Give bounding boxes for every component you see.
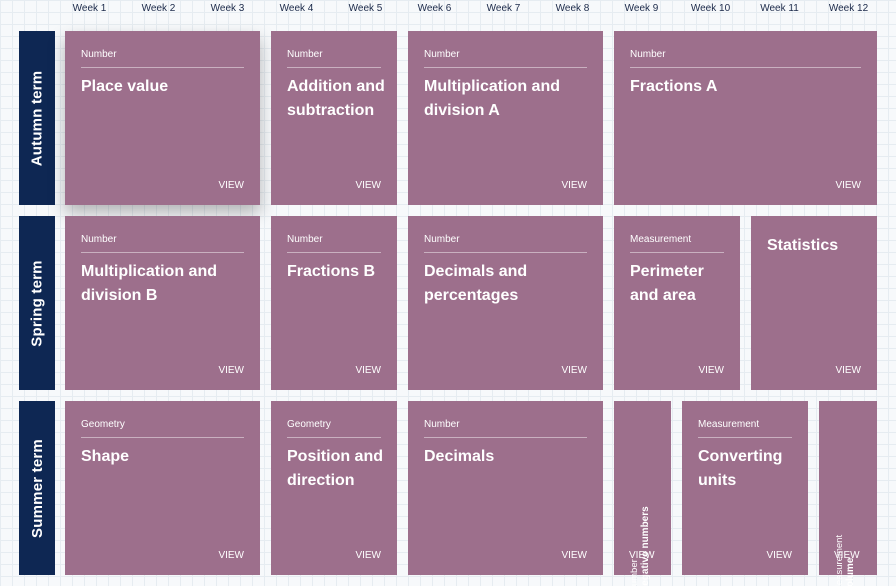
unit-title: Negative numbers bbox=[640, 506, 651, 586]
unit-card-multiplication-division-b[interactable]: Number Multiplication and division B VIE… bbox=[65, 216, 260, 390]
unit-category: Number bbox=[287, 49, 381, 68]
view-link[interactable]: VIEW bbox=[629, 550, 655, 561]
term-label-text: Spring term bbox=[28, 259, 46, 347]
week-label: Week 12 bbox=[828, 3, 869, 14]
unit-category: Measurement bbox=[630, 234, 724, 253]
unit-title: Addition and subtraction bbox=[287, 78, 385, 119]
view-link[interactable]: VIEW bbox=[561, 550, 587, 561]
unit-title: Volume bbox=[845, 557, 856, 586]
unit-card-addition-subtraction[interactable]: Number Addition and subtraction VIEW bbox=[271, 31, 397, 205]
unit-title: Position and direction bbox=[287, 448, 383, 489]
unit-card-decimals[interactable]: Number Decimals VIEW bbox=[408, 401, 603, 575]
unit-card-fractions-b[interactable]: Number Fractions B VIEW bbox=[271, 216, 397, 390]
week-label: Week 8 bbox=[555, 3, 590, 14]
unit-title: Multiplication and division A bbox=[424, 78, 560, 119]
unit-title: Decimals and percentages bbox=[424, 263, 528, 304]
unit-category: Number bbox=[424, 234, 587, 253]
week-label: Week 2 bbox=[141, 3, 176, 14]
unit-category: Geometry bbox=[287, 419, 381, 438]
unit-category: Number bbox=[287, 234, 381, 253]
unit-title: Statistics bbox=[767, 237, 839, 254]
unit-category: Number bbox=[81, 49, 244, 68]
view-link[interactable]: VIEW bbox=[835, 180, 861, 191]
unit-category: Number bbox=[629, 559, 640, 586]
unit-card-perimeter-area[interactable]: Measurement Perimeter and area VIEW bbox=[614, 216, 740, 390]
week-label: Week 3 bbox=[210, 3, 245, 14]
unit-title: Place value bbox=[81, 78, 169, 95]
term-label-summer: Summer term bbox=[19, 401, 55, 575]
week-label: Week 9 bbox=[624, 3, 659, 14]
unit-card-statistics[interactable]: Statistics VIEW bbox=[751, 216, 877, 390]
unit-category: Geometry bbox=[81, 419, 244, 438]
unit-category: Number bbox=[424, 419, 587, 438]
week-label: Week 10 bbox=[690, 3, 731, 14]
term-label-spring: Spring term bbox=[19, 216, 55, 390]
unit-card-volume[interactable]: Measurement Volume VIEW bbox=[819, 401, 877, 586]
week-label: Week 7 bbox=[486, 3, 521, 14]
view-link[interactable]: VIEW bbox=[355, 550, 381, 561]
unit-category: Measurement bbox=[698, 419, 792, 438]
view-link[interactable]: VIEW bbox=[355, 365, 381, 376]
view-link[interactable]: VIEW bbox=[218, 365, 244, 376]
week-label: Week 6 bbox=[417, 3, 452, 14]
view-link[interactable]: VIEW bbox=[218, 550, 244, 561]
view-link[interactable]: VIEW bbox=[561, 180, 587, 191]
view-link[interactable]: VIEW bbox=[355, 180, 381, 191]
unit-category: Number bbox=[81, 234, 244, 253]
vertical-label: Number Negative numbers bbox=[629, 449, 657, 586]
view-link[interactable]: VIEW bbox=[834, 550, 860, 561]
unit-card-position-direction[interactable]: Geometry Position and direction VIEW bbox=[271, 401, 397, 575]
view-link[interactable]: VIEW bbox=[698, 365, 724, 376]
unit-title: Shape bbox=[81, 448, 130, 465]
term-label-autumn: Autumn term bbox=[19, 31, 55, 205]
unit-title: Converting units bbox=[698, 448, 783, 489]
vertical-label: Measurement Volume bbox=[834, 449, 862, 586]
view-link[interactable]: VIEW bbox=[766, 550, 792, 561]
term-label-text: Summer term bbox=[28, 438, 46, 538]
unit-title: Fractions B bbox=[287, 263, 376, 280]
unit-title: Fractions A bbox=[630, 78, 718, 95]
unit-title: Perimeter and area bbox=[630, 263, 704, 304]
unit-category: Number bbox=[630, 49, 861, 68]
view-link[interactable]: VIEW bbox=[218, 180, 244, 191]
unit-title: Multiplication and division B bbox=[81, 263, 217, 304]
unit-card-fractions-a[interactable]: Number Fractions A VIEW bbox=[614, 31, 877, 205]
unit-card-place-value[interactable]: Number Place value VIEW bbox=[65, 31, 260, 205]
week-label: Week 5 bbox=[348, 3, 383, 14]
unit-category: Number bbox=[424, 49, 587, 68]
unit-category: Measurement bbox=[834, 534, 845, 586]
unit-card-converting-units[interactable]: Measurement Converting units VIEW bbox=[682, 401, 808, 575]
unit-card-shape[interactable]: Geometry Shape VIEW bbox=[65, 401, 260, 575]
week-label: Week 1 bbox=[72, 3, 107, 14]
view-link[interactable]: VIEW bbox=[561, 365, 587, 376]
unit-card-decimals-percentages[interactable]: Number Decimals and percentages VIEW bbox=[408, 216, 603, 390]
week-label: Week 4 bbox=[279, 3, 314, 14]
view-link[interactable]: VIEW bbox=[835, 365, 861, 376]
week-label: Week 11 bbox=[760, 3, 799, 14]
unit-card-multiplication-division-a[interactable]: Number Multiplication and division A VIE… bbox=[408, 31, 603, 205]
term-label-text: Autumn term bbox=[28, 70, 46, 166]
unit-card-negative-numbers[interactable]: Number Negative numbers VIEW bbox=[614, 401, 671, 586]
unit-title: Decimals bbox=[424, 448, 495, 465]
